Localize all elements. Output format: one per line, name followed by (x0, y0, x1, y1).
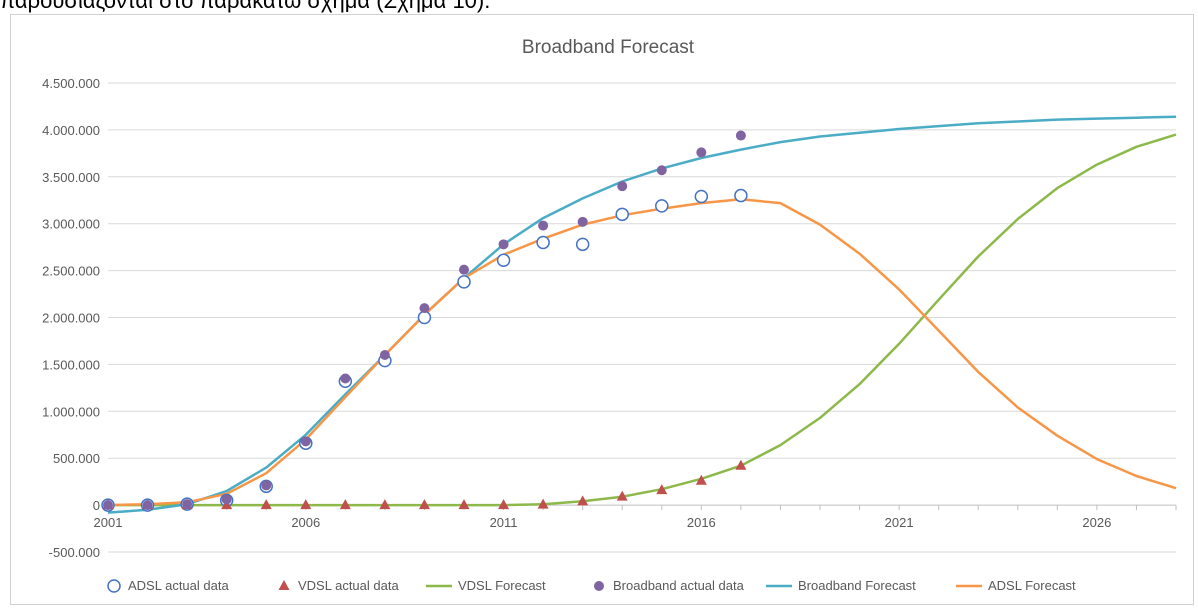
broadband-actual-data-point (498, 239, 509, 250)
chart-frame: 4.500.000 4.000.000 3.500.000 3.000.000 2.50… (10, 14, 1194, 605)
x-axis: 2001 2006 2011 2016 2021 2026 (94, 504, 1177, 530)
legend-label-vdsl-forecast: VDSL Forecast (458, 578, 546, 593)
adsl-actual-data-point (417, 310, 432, 325)
grid (108, 82, 1176, 553)
y-tick-label: -500.000 (49, 545, 100, 560)
adsl-forecast-line (107, 198, 1177, 507)
broadband-actual-data-point (300, 436, 311, 447)
x-tick-label: 2016 (687, 515, 716, 530)
adsl-actual-data-point (655, 199, 669, 213)
adsl-actual-data-point (575, 237, 590, 252)
adsl-actual-data-point (457, 275, 471, 289)
vdsl-actual-data-point (735, 459, 747, 470)
legend-label-vdsl-actual-data: VDSL actual data (298, 578, 399, 593)
broadband-actual-data-point (538, 220, 549, 231)
legend-label-broadband-forecast: Broadband Forecast (798, 578, 916, 593)
broadband-actual-data-point (656, 165, 667, 176)
broadband-forecast-line (107, 115, 1177, 514)
y-axis-labels: 4.500.000 4.000.000 3.500.000 3.000.000 2.50… (42, 76, 100, 560)
x-tick-label: 2011 (490, 515, 518, 530)
broadband-actual-data-point (735, 130, 746, 141)
broadband-actual-data-point (103, 500, 113, 511)
broadband-actual-data-point (142, 500, 153, 511)
y-tick-label: 4.000.000 (42, 123, 100, 138)
legend: ADSL actual data VDSL actual data VDSL For… (107, 578, 1076, 593)
x-tick-label: 2026 (1082, 515, 1111, 530)
vdsl-actual-data-point (300, 499, 312, 510)
y-tick-label: 2.500.000 (42, 264, 100, 279)
broadband-actual-data-point (577, 216, 588, 227)
vdsl-actual-data-point (339, 499, 351, 510)
y-tick-label: 4.500.000 (42, 76, 100, 91)
x-tick-label: 2006 (291, 515, 320, 530)
y-tick-label: 3.500.000 (42, 170, 100, 185)
x-tick-label: 2001 (94, 515, 123, 530)
broadband-actual-data-point (182, 499, 193, 510)
vdsl-actual-data-point (458, 499, 470, 510)
y-tick-label: 2.000.000 (42, 311, 100, 326)
vdsl-actual-data-point (498, 499, 510, 510)
vdsl-actual-data-point (577, 495, 589, 506)
legend-label-broadband-actual-data: Broadband actual data (613, 578, 745, 593)
series-layer (101, 115, 1177, 514)
adsl-actual-data-point (734, 188, 748, 203)
vdsl-actual-data-point (379, 499, 391, 510)
y-tick-label: 0 (93, 498, 100, 513)
y-tick-label: 1.000.000 (42, 404, 100, 419)
vdsl-actual-data-point (695, 474, 707, 485)
broadband-forecast-chart: 4.500.000 4.000.000 3.500.000 3.000.000 2.50… (42, 37, 1177, 593)
y-tick-label: 3.000.000 (42, 217, 100, 232)
adsl-actual-data-point (615, 207, 629, 222)
vdsl-actual-data-point (260, 499, 272, 510)
broadband-actual-data-point (696, 147, 707, 158)
broadband-actual-data-point (340, 373, 351, 384)
adsl-actual-data-point (694, 189, 709, 204)
broadband-actual-data-point (221, 494, 232, 505)
vdsl-forecast-line (108, 133, 1177, 507)
page-caption: παρουσιάζονται στο παρακάτω σχήμα (Σχήμα… (0, 0, 491, 13)
adsl-actual-data-point (496, 253, 511, 268)
vdsl-actual-data-point (418, 499, 430, 510)
broadband-actual-data-point (419, 303, 430, 314)
broadband-actual-data-point (617, 181, 628, 192)
broadband-actual-data-point (459, 264, 469, 275)
legend-label-adsl-forecast: ADSL Forecast (988, 578, 1076, 593)
x-tick-label: 2021 (885, 515, 914, 530)
vdsl-actual-data-point (537, 498, 549, 509)
broadband-actual-data-point (379, 350, 390, 361)
legend-swatch-broadband-actual-data (594, 581, 604, 591)
chart-title: Broadband Forecast (522, 37, 695, 58)
broadband-actual-data-point (261, 480, 272, 491)
legend-swatch-vdsl-actual-data (278, 580, 290, 590)
y-tick-label: 1.500.000 (42, 357, 100, 372)
vdsl-actual-data-point (616, 490, 628, 501)
y-tick-label: 500.000 (53, 451, 100, 466)
legend-label-adsl-actual-data: ADSL actual data (128, 578, 229, 593)
vdsl-actual-data-point (656, 484, 668, 495)
adsl-actual-data-point (536, 235, 550, 250)
legend-swatch-adsl-actual-data (107, 579, 121, 593)
